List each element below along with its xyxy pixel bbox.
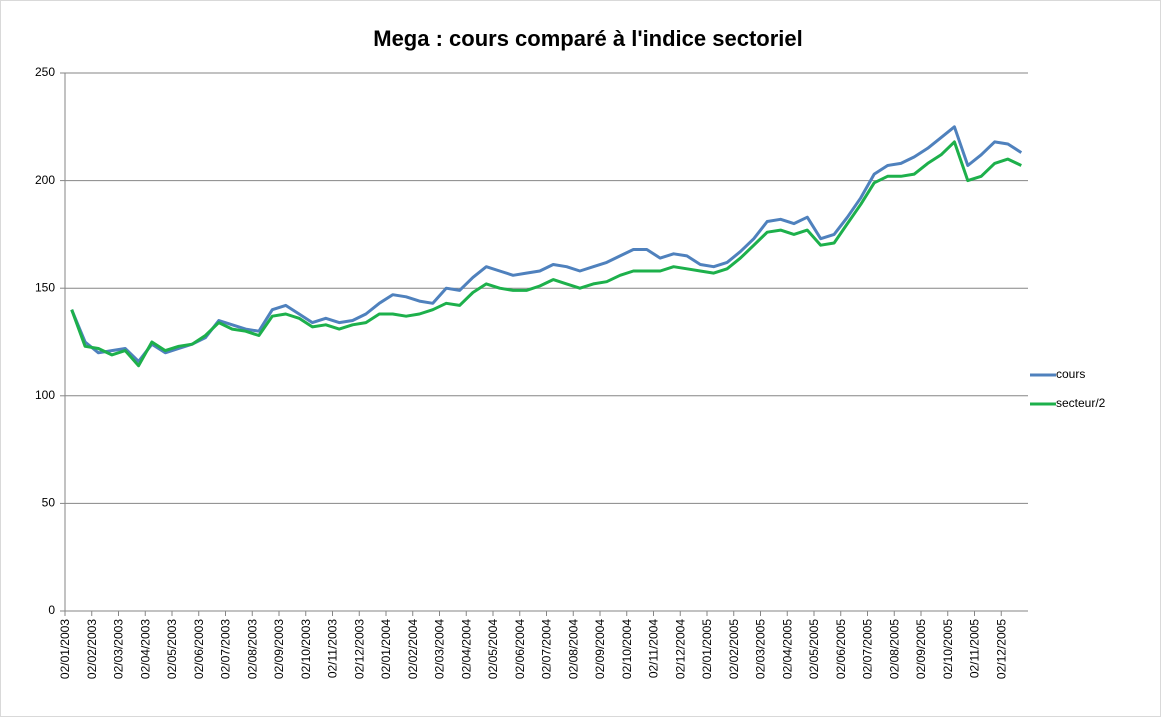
y-tick-label: 0	[48, 603, 55, 617]
y-tick-label: 200	[35, 173, 55, 187]
x-tick-label: 02/10/2004	[620, 619, 634, 679]
x-tick-label: 02/02/2005	[727, 619, 741, 679]
x-tick-label: 02/02/2003	[85, 619, 99, 679]
x-tick-label: 02/12/2005	[994, 619, 1008, 679]
x-tick-label: 02/03/2004	[433, 619, 447, 679]
x-tick-label: 02/04/2005	[780, 619, 794, 679]
x-tick-label: 02/04/2004	[459, 619, 473, 679]
x-tick-label: 02/11/2004	[647, 619, 661, 678]
x-tick-label: 02/08/2005	[887, 619, 901, 679]
x-tick-label: 02/07/2004	[540, 619, 554, 679]
x-tick-label: 02/09/2005	[914, 619, 928, 679]
y-tick-label: 250	[35, 65, 55, 79]
x-tick-label: 02/05/2003	[165, 619, 179, 679]
x-tick-label: 02/12/2004	[673, 619, 687, 679]
x-tick-label: 02/01/2004	[379, 619, 393, 679]
x-tick-label: 02/04/2003	[138, 619, 152, 679]
x-tick-label: 02/03/2003	[112, 619, 126, 679]
x-tick-label: 02/11/2005	[968, 619, 982, 678]
x-tick-label: 02/06/2004	[513, 619, 527, 679]
x-tick-label: 02/10/2005	[941, 619, 955, 679]
x-tick-label: 02/09/2003	[272, 619, 286, 679]
x-tick-label: 02/09/2004	[593, 619, 607, 679]
x-tick-label: 02/10/2003	[299, 619, 313, 679]
x-tick-label: 02/06/2003	[192, 619, 206, 679]
x-tick-label: 02/01/2003	[58, 619, 72, 679]
x-tick-label: 02/08/2003	[245, 619, 259, 679]
x-tick-label: 02/03/2005	[754, 619, 768, 679]
x-tick-label: 02/05/2005	[807, 619, 821, 679]
x-tick-label: 02/07/2005	[861, 619, 875, 679]
x-tick-label: 02/01/2005	[700, 619, 714, 679]
series-line	[70, 125, 1023, 363]
x-tick-label: 02/02/2004	[406, 619, 420, 679]
legend-label: secteur/2	[1056, 396, 1106, 410]
x-tick-label: 02/05/2004	[486, 619, 500, 679]
chart-title: Mega : cours comparé à l'indice sectorie…	[373, 26, 803, 51]
x-tick-label: 02/06/2005	[834, 619, 848, 679]
x-tick-label: 02/11/2003	[326, 619, 340, 678]
y-tick-label: 100	[35, 388, 55, 402]
series-line	[70, 140, 1022, 368]
x-tick-label: 02/08/2004	[566, 619, 580, 679]
x-tick-label: 02/12/2003	[352, 619, 366, 679]
y-tick-label: 150	[35, 280, 55, 294]
x-tick-label: 02/07/2003	[219, 619, 233, 679]
legend-label: cours	[1056, 367, 1085, 381]
y-tick-label: 50	[42, 496, 56, 510]
